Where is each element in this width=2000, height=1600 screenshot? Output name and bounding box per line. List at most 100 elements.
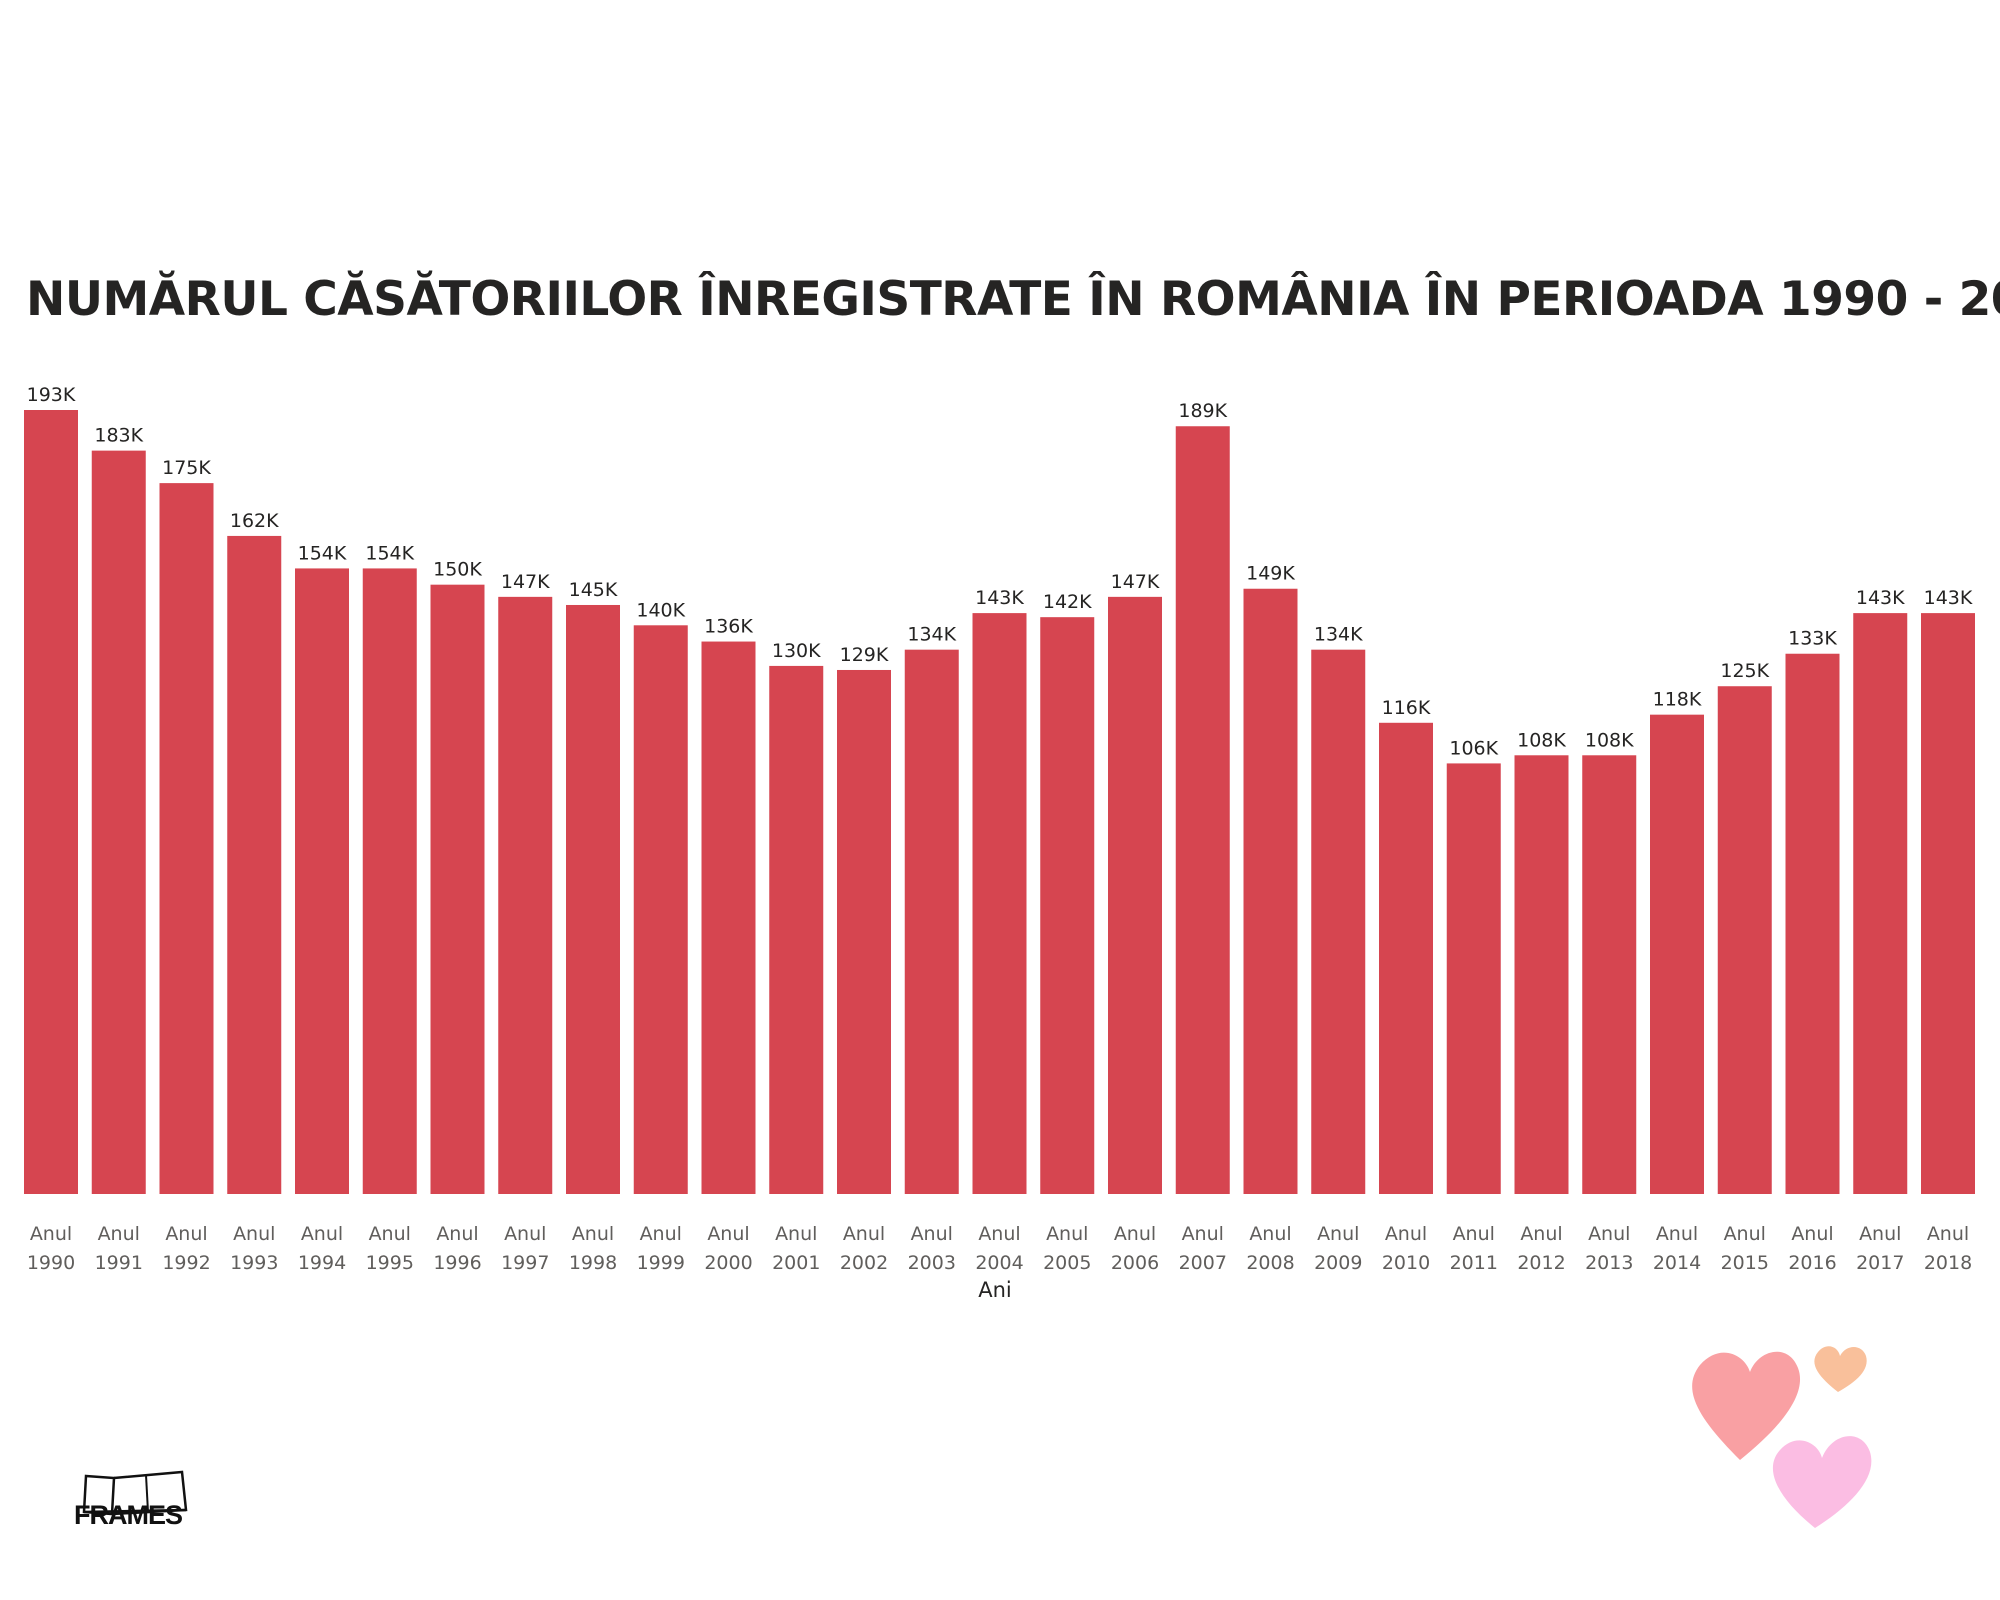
- x-tick-label: 2011: [1450, 1252, 1498, 1274]
- bar-2018[interactable]: [1921, 613, 1975, 1194]
- x-tick-label: Anul: [1114, 1223, 1156, 1245]
- bar-2004[interactable]: [972, 613, 1027, 1194]
- data-label: 129K: [840, 644, 889, 666]
- data-label: 130K: [772, 640, 821, 662]
- data-label: 154K: [298, 542, 347, 564]
- x-axis-ticks: Anul 1990 Anul 1991 Anul 1992 Anul 1993 Anul 1994…: [27, 1223, 1972, 1274]
- x-axis-title: Ani: [978, 1278, 1012, 1302]
- data-label: 125K: [1720, 660, 1769, 682]
- bar-2003[interactable]: [904, 649, 959, 1194]
- x-tick-label: Anul: [233, 1223, 275, 1245]
- bar-1999[interactable]: [633, 625, 688, 1194]
- data-label: 108K: [1517, 729, 1566, 751]
- bar-2014[interactable]: [1650, 714, 1704, 1194]
- bar-2000[interactable]: [701, 641, 756, 1194]
- x-tick-label: Anul: [1927, 1223, 1969, 1245]
- bar-1993[interactable]: [227, 535, 282, 1194]
- bar-1990[interactable]: [24, 410, 78, 1194]
- data-label: 175K: [162, 457, 211, 479]
- x-tick-label: Anul: [504, 1223, 546, 1245]
- data-label: 143K: [1856, 587, 1905, 609]
- data-label: 149K: [1246, 563, 1295, 585]
- x-tick-label: Anul: [1859, 1223, 1901, 1245]
- x-tick-label: 2003: [908, 1252, 956, 1274]
- data-label: 143K: [1924, 587, 1973, 609]
- x-tick-label: Anul: [1588, 1223, 1630, 1245]
- bar-2011[interactable]: [1446, 763, 1501, 1194]
- x-tick-label: 1990: [27, 1252, 75, 1274]
- x-tick-label: 2014: [1653, 1252, 1701, 1274]
- bar-1998[interactable]: [566, 604, 620, 1194]
- bar-1995[interactable]: [362, 568, 417, 1194]
- hearts-decoration: [1692, 1346, 1872, 1528]
- x-tick-label: Anul: [1249, 1223, 1291, 1245]
- x-tick-label: Anul: [1791, 1223, 1833, 1245]
- bar-1996[interactable]: [430, 584, 485, 1194]
- data-label: 189K: [1178, 400, 1227, 422]
- data-label: 136K: [704, 616, 753, 638]
- x-tick-label: 2012: [1517, 1252, 1565, 1274]
- bar-2008[interactable]: [1243, 588, 1298, 1194]
- data-label: 134K: [907, 624, 956, 646]
- data-label: 116K: [1382, 697, 1431, 719]
- x-tick-label: 1994: [298, 1252, 346, 1274]
- x-tick-label: Anul: [775, 1223, 817, 1245]
- x-tick-label: Anul: [1453, 1223, 1495, 1245]
- data-label: 145K: [569, 579, 618, 601]
- data-label: 108K: [1585, 729, 1634, 751]
- x-tick-label: 2018: [1924, 1252, 1972, 1274]
- x-tick-label: 2010: [1382, 1252, 1430, 1274]
- data-label: 140K: [636, 599, 685, 621]
- x-tick-label: Anul: [98, 1223, 140, 1245]
- bar-1991[interactable]: [91, 450, 146, 1194]
- x-tick-label: 1991: [95, 1252, 143, 1274]
- bars: [24, 410, 1975, 1195]
- x-tick-label: 2008: [1246, 1252, 1294, 1274]
- x-tick-label: 2001: [772, 1252, 820, 1274]
- bar-2013[interactable]: [1582, 755, 1637, 1194]
- bar-2001[interactable]: [769, 665, 824, 1194]
- data-label: 162K: [230, 510, 279, 532]
- x-tick-label: 1996: [433, 1252, 481, 1274]
- data-labels: 193K 183K 175K 162K 154K 154K 150K 147K 145K 140K…: [27, 384, 1973, 759]
- logo-text: FRAMES: [74, 1500, 183, 1530]
- data-label: 150K: [433, 559, 482, 581]
- bar-2006[interactable]: [1108, 596, 1162, 1194]
- bar-2010[interactable]: [1379, 722, 1433, 1194]
- bar-2007[interactable]: [1175, 426, 1230, 1194]
- data-label: 134K: [1314, 624, 1363, 646]
- bar-2017[interactable]: [1853, 613, 1908, 1194]
- data-label: 106K: [1449, 737, 1498, 759]
- bar-2009[interactable]: [1311, 649, 1366, 1194]
- x-tick-label: Anul: [1182, 1223, 1224, 1245]
- data-label: 133K: [1788, 628, 1837, 650]
- x-tick-label: 2016: [1788, 1252, 1836, 1274]
- bar-1992[interactable]: [159, 483, 214, 1195]
- x-tick-label: 1997: [501, 1252, 549, 1274]
- bar-1994[interactable]: [295, 568, 349, 1194]
- x-tick-label: Anul: [30, 1223, 72, 1245]
- bar-2012[interactable]: [1514, 755, 1569, 1194]
- data-label: 183K: [94, 425, 143, 447]
- x-tick-label: 1999: [637, 1252, 685, 1274]
- x-tick-label: Anul: [301, 1223, 343, 1245]
- x-tick-label: 2004: [975, 1252, 1023, 1274]
- x-tick-label: Anul: [1656, 1223, 1698, 1245]
- x-tick-label: Anul: [1046, 1223, 1088, 1245]
- x-tick-label: Anul: [436, 1223, 478, 1245]
- bar-2002[interactable]: [837, 669, 891, 1194]
- data-label: 118K: [1653, 689, 1702, 711]
- x-tick-label: 2000: [704, 1252, 752, 1274]
- x-tick-label: 2015: [1721, 1252, 1769, 1274]
- x-tick-label: 2007: [1179, 1252, 1227, 1274]
- bar-2015[interactable]: [1717, 686, 1772, 1194]
- data-label: 147K: [501, 571, 550, 593]
- x-tick-label: 1998: [569, 1252, 617, 1274]
- x-tick-label: Anul: [978, 1223, 1020, 1245]
- bar-2005[interactable]: [1040, 617, 1095, 1194]
- x-tick-label: Anul: [911, 1223, 953, 1245]
- data-label: 142K: [1043, 591, 1092, 613]
- heart-icon: [1692, 1351, 1801, 1460]
- bar-2016[interactable]: [1785, 653, 1840, 1194]
- bar-1997[interactable]: [498, 596, 553, 1194]
